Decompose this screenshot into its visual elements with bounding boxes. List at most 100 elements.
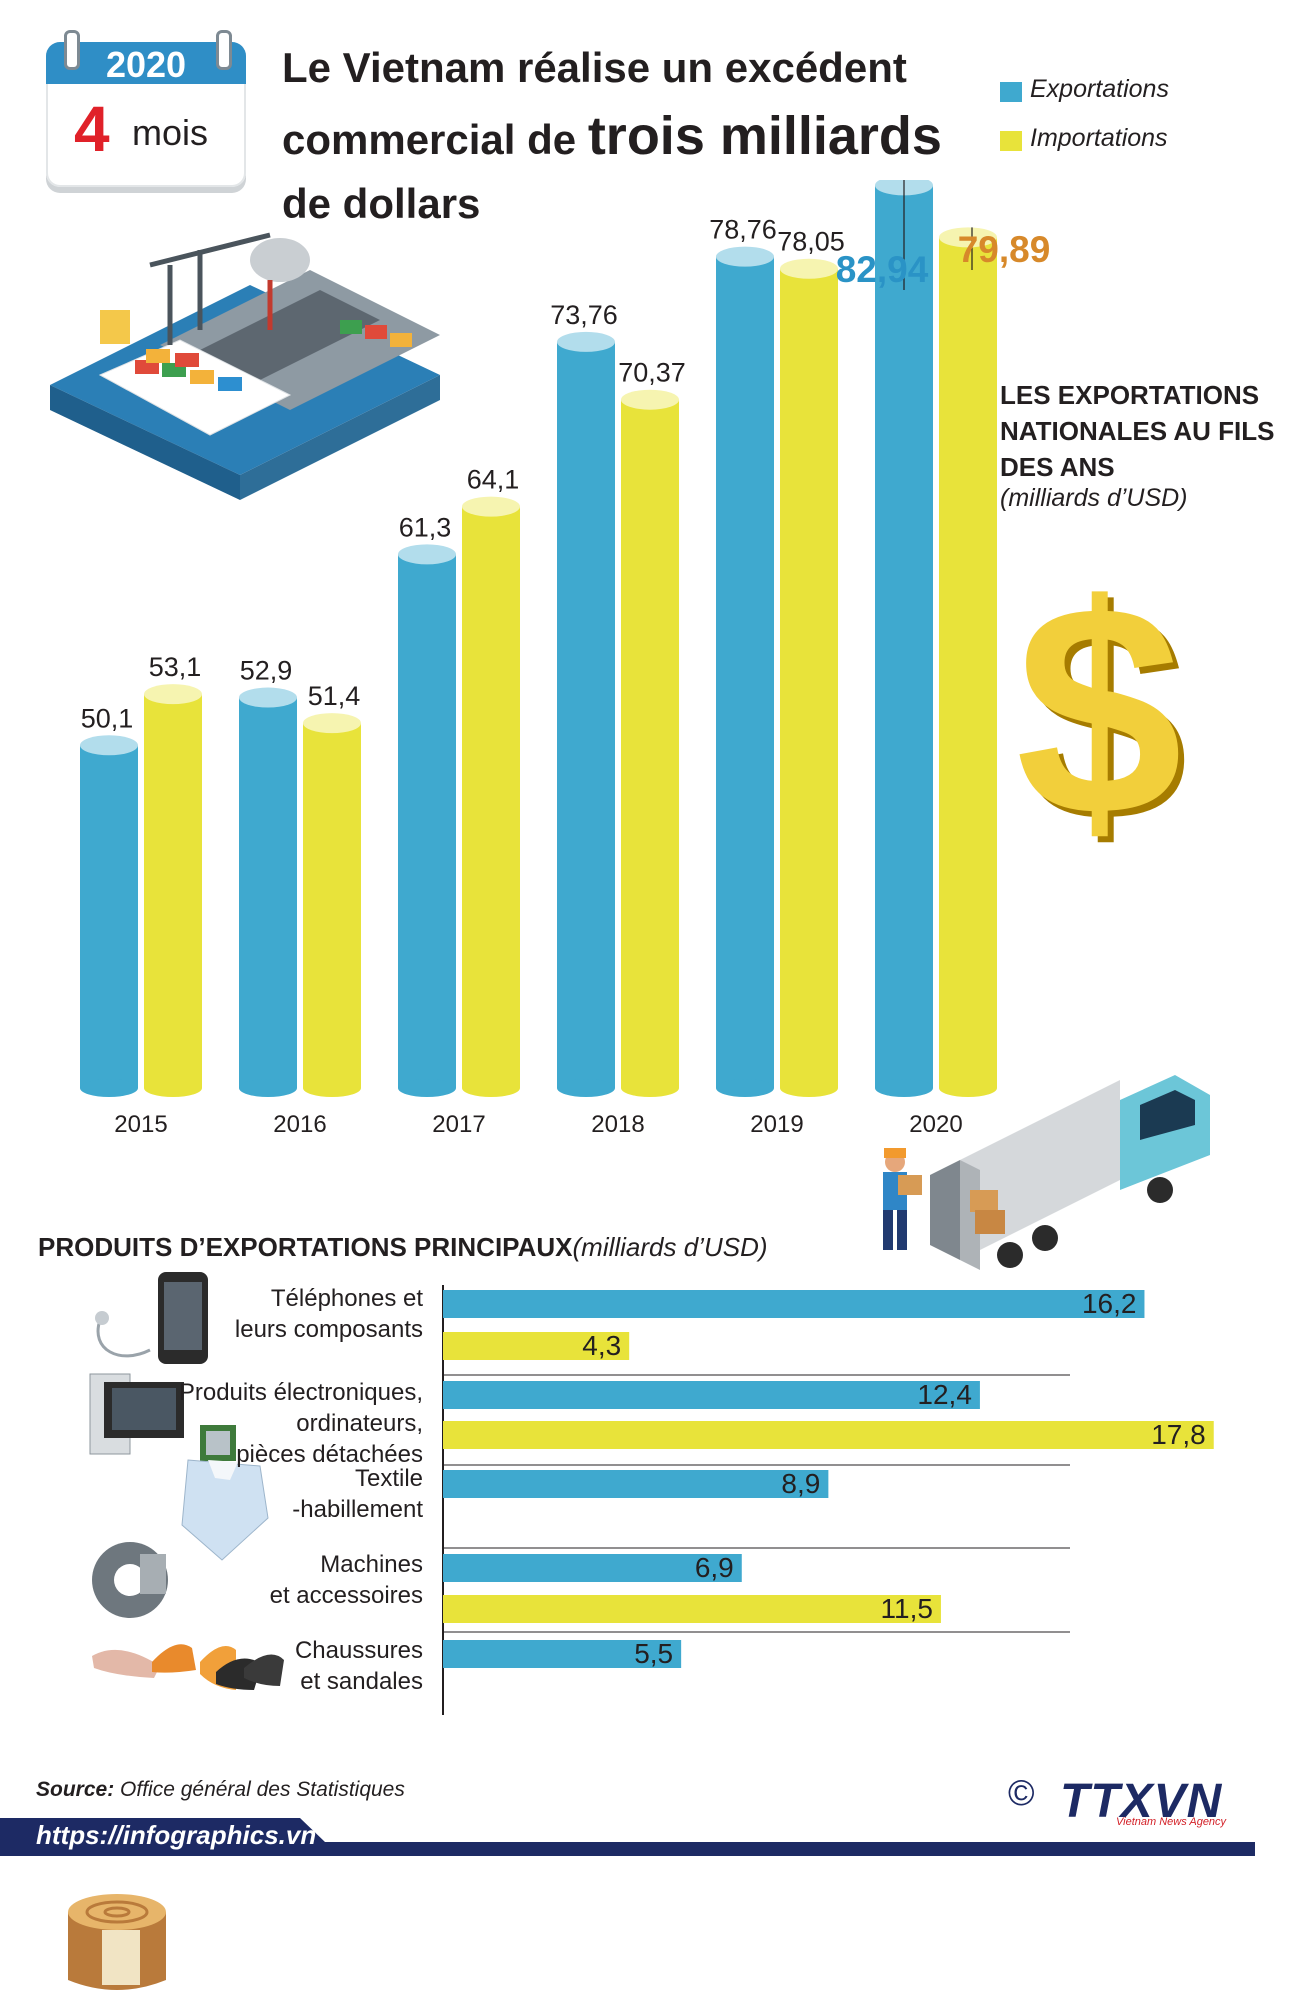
- x-tick-label-2016: 2016: [273, 1111, 326, 1138]
- legend-swatch-exportations: [1000, 82, 1022, 102]
- badge-number: 4: [74, 93, 110, 165]
- x-tick-label-2015: 2015: [114, 1111, 167, 1138]
- bar-base: [716, 1079, 774, 1097]
- source-text: Office général des Statistiques: [120, 1778, 405, 1801]
- value-label-importations-2017: 64,1: [467, 465, 520, 495]
- title-line-1: Le Vietnam réalise un excédent: [282, 44, 907, 91]
- category-label: Chaussures: [295, 1637, 423, 1664]
- ttxvn-logo-subtitle: Vietnam News Agency: [1116, 1816, 1227, 1828]
- value-label-exportations-2017: 61,3: [399, 512, 452, 542]
- ttxvn-logo: TTXVN: [1060, 1775, 1223, 1828]
- x-tick-label-2020: 2020: [909, 1111, 962, 1138]
- page-title: Le Vietnam réalise un excédent commercia…: [282, 38, 982, 234]
- bar-base: [939, 1079, 997, 1097]
- bar-top: [621, 389, 679, 410]
- hbar-exportations-1: [443, 1381, 980, 1409]
- bar-importations-2020: [939, 237, 997, 1089]
- hbar-exportations-2: [443, 1470, 829, 1498]
- bar-base: [557, 1079, 615, 1097]
- bar-importations-2018: [621, 399, 679, 1088]
- value-label-importations-2018: 70,37: [618, 358, 686, 388]
- hbar-importations-1: [443, 1421, 1214, 1449]
- category-label: leurs composants: [235, 1316, 423, 1343]
- bar-base: [144, 1079, 202, 1097]
- bar-importations-2019: [780, 268, 838, 1088]
- category-label: Produits électroniques,: [179, 1379, 423, 1406]
- title-emphasis: trois milliards: [587, 105, 942, 166]
- title-line-3: de dollars: [282, 180, 481, 228]
- source-url-link[interactable]: https://infographics.vn: [36, 1820, 317, 1850]
- gear-icon: [92, 1542, 168, 1618]
- source-note: Source: Office général des Statistiques: [36, 1778, 405, 1802]
- products-title-text: PRODUITS D’EXPORTATIONS PRINCIPAUX: [38, 1232, 573, 1262]
- value-label-importations-2020: 79,89: [958, 229, 1051, 270]
- badge-unit: mois: [132, 112, 209, 153]
- badge-year: 2020: [105, 44, 187, 85]
- bar-top: [80, 735, 138, 756]
- hbar-value-label: 17,8: [1151, 1419, 1206, 1450]
- value-label-exportations-2018: 73,76: [550, 300, 618, 330]
- legend-swatch-importations: [1000, 131, 1022, 151]
- main-chart: 50,1 53,1 2015 52,9 51,4 2016 61,3 64,1 2017 73,7…: [80, 180, 1051, 1138]
- wood-stump-icon: [68, 1894, 166, 1990]
- bar-exportations-2020: [875, 185, 933, 1089]
- category-label: pièces détachées: [236, 1441, 423, 1468]
- hbar-value-label: 6,9: [695, 1552, 734, 1583]
- x-tick-label-2019: 2019: [750, 1111, 803, 1138]
- hbar-importations-0: [443, 1332, 630, 1360]
- bar-importations-2016: [303, 723, 361, 1088]
- side-panel-unit: (milliards d’USD): [1000, 484, 1188, 512]
- bar-top: [462, 496, 520, 517]
- copyright-symbol: ©: [1008, 1772, 1035, 1813]
- bar-top: [780, 258, 838, 279]
- products-chart-title: PRODUITS D’EXPORTATIONS PRINCIPAUX(milli…: [38, 1232, 768, 1263]
- products-chart: 16,2 4,3 Téléphones et leurs composants 12,4…: [89, 1272, 1214, 1715]
- computer-icon: [89, 1373, 236, 1461]
- bar-importations-2015: [144, 694, 202, 1088]
- value-label-importations-2015: 53,1: [149, 652, 202, 682]
- hbar-value-label: 5,5: [634, 1638, 673, 1669]
- legend-label: Exportations: [1030, 75, 1169, 103]
- category-label: -habillement: [292, 1496, 423, 1523]
- hbar-importations-3: [443, 1595, 941, 1623]
- bar-base: [398, 1079, 456, 1097]
- category-label: Téléphones et: [271, 1285, 423, 1312]
- shoes-icon: [92, 1644, 284, 1690]
- bar-top: [144, 684, 202, 705]
- bar-top: [939, 227, 997, 248]
- bar-top: [716, 246, 774, 267]
- category-label: et sandales: [300, 1668, 423, 1695]
- hbar-value-label: 4,3: [582, 1330, 621, 1361]
- legend-label: Importations: [1030, 124, 1168, 152]
- hbar-value-label: 16,2: [1082, 1288, 1137, 1319]
- products-title-unit: (milliards d’USD): [572, 1232, 768, 1262]
- dollar-icon: $ $: [1016, 570, 1189, 860]
- shirt-icon: [181, 1459, 269, 1561]
- source-label: Source:: [36, 1778, 115, 1801]
- url-band: [0, 1818, 1255, 1856]
- svg-text:$: $: [1016, 570, 1183, 860]
- value-label-exportations-2020: 82,94: [836, 249, 929, 290]
- value-label-exportations-2015: 50,1: [81, 703, 134, 733]
- bar-exportations-2017: [398, 554, 456, 1088]
- truck-illustration: [883, 1075, 1210, 1270]
- hbar-value-label: 11,5: [881, 1593, 933, 1624]
- bar-exportations-2016: [239, 697, 297, 1088]
- value-label-importations-2019: 78,05: [777, 227, 845, 257]
- hbar-value-label: 12,4: [917, 1379, 972, 1410]
- bar-top: [398, 544, 456, 565]
- bar-top: [557, 331, 615, 352]
- bar-top: [239, 687, 297, 708]
- bar-base: [875, 1079, 933, 1097]
- category-label: ordinateurs,: [296, 1410, 423, 1437]
- legend-item-importations: Importations: [1000, 124, 1168, 153]
- bar-base: [780, 1079, 838, 1097]
- bar-exportations-2019: [716, 256, 774, 1089]
- category-label: Machines: [320, 1551, 423, 1578]
- side-panel-title: LES EXPORTATIONS NATIONALES AU FILS DES …: [1000, 380, 1275, 482]
- legend-item-exportations: Exportations: [1000, 75, 1169, 104]
- hbar-exportations-0: [443, 1290, 1145, 1318]
- port-illustration: [50, 232, 440, 500]
- title-line-2: commercial de: [282, 115, 577, 163]
- value-label-importations-2016: 51,4: [308, 681, 361, 711]
